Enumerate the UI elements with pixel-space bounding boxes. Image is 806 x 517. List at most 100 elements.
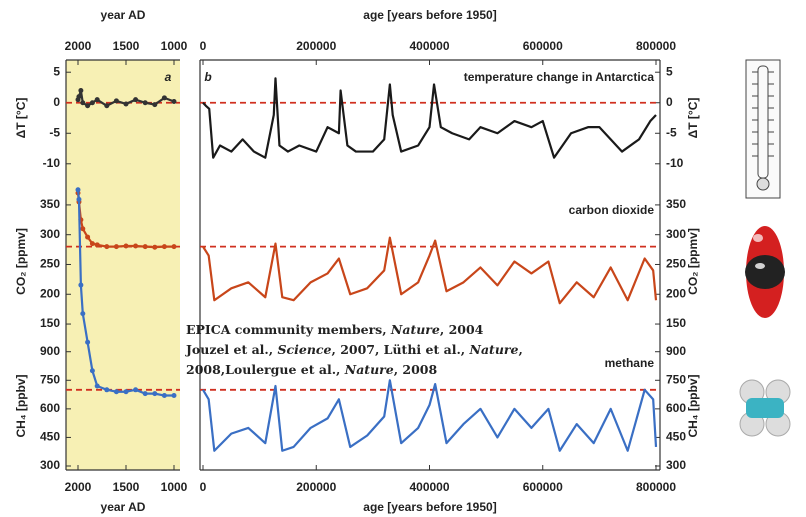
y-tick-label: 5 — [666, 64, 673, 78]
x-axis-title: age [years before 1950] — [363, 500, 496, 514]
data-point — [152, 244, 158, 250]
y-axis-title: ΔT [°C] — [686, 98, 700, 139]
citation-part: , 2007, Lüthi et al., — [331, 342, 469, 357]
y-tick-label: 750 — [666, 372, 686, 386]
citation-part: Nature — [344, 362, 394, 377]
co2-icon — [745, 226, 785, 318]
annotation: methane — [605, 356, 655, 370]
x-axis-title: year AD — [101, 500, 146, 514]
data-point — [78, 282, 84, 288]
x-tick-label: 1500 — [113, 39, 140, 53]
y-tick-label: 450 — [40, 430, 60, 444]
data-point — [161, 244, 167, 250]
data-point — [161, 393, 167, 399]
y-tick-label: 600 — [666, 401, 686, 415]
x-tick-label: 1500 — [113, 480, 140, 494]
y-tick-label: 300 — [40, 227, 60, 241]
data-point — [113, 389, 119, 395]
y-tick-label: -5 — [49, 125, 60, 139]
annotation: temperature change in Antarctica — [464, 70, 655, 84]
citation: EPICA community members, Nature, 2004 — [186, 322, 484, 337]
y-axis-title: CO₂ [ppmv] — [686, 228, 700, 295]
x-tick-label: 800000 — [636, 480, 676, 494]
y-tick-label: 150 — [666, 316, 686, 330]
x-tick-label: 400000 — [409, 39, 449, 53]
x-tick-label: 1000 — [161, 480, 188, 494]
x-tick-label: 200000 — [296, 480, 336, 494]
data-line — [202, 77, 657, 159]
y-tick-label: 0 — [53, 95, 60, 109]
y-tick-label: 350 — [666, 197, 686, 211]
data-point — [76, 94, 82, 100]
data-point — [80, 100, 86, 106]
y-tick-label: 600 — [40, 401, 60, 415]
data-point — [171, 99, 177, 105]
y-tick-label: 250 — [666, 257, 686, 271]
y-tick-label: 300 — [666, 227, 686, 241]
data-point — [133, 387, 139, 393]
data-point — [104, 244, 110, 250]
data-point — [75, 187, 81, 193]
citation-part: Science — [277, 342, 331, 357]
y-tick-label: 750 — [40, 372, 60, 386]
data-point — [76, 196, 82, 202]
x-tick-label: 400000 — [409, 480, 449, 494]
data-point — [113, 98, 119, 104]
y-tick-label: -10 — [666, 156, 684, 170]
y-tick-label: 0 — [666, 95, 673, 109]
data-point — [113, 244, 119, 250]
y-tick-label: 5 — [53, 64, 60, 78]
x-axis-title: year AD — [101, 8, 146, 22]
panel-letter: a — [165, 70, 172, 84]
y-tick-label: -10 — [43, 156, 61, 170]
data-point — [89, 368, 95, 374]
y-tick-label: 250 — [40, 257, 60, 271]
y-tick-label: 200 — [40, 286, 60, 300]
x-tick-label: 2000 — [65, 480, 92, 494]
x-tick-label: 800000 — [636, 39, 676, 53]
y-tick-label: 150 — [40, 316, 60, 330]
data-point — [161, 95, 167, 101]
citation-part: 2008,Loulergue et al., — [186, 362, 345, 377]
data-point — [171, 244, 177, 250]
y-tick-label: 450 — [666, 430, 686, 444]
data-point — [80, 226, 86, 232]
ch4-icon — [739, 379, 791, 437]
data-point — [94, 383, 100, 389]
data-point — [85, 103, 91, 109]
data-point — [94, 97, 100, 103]
data-point — [133, 97, 139, 103]
data-line — [202, 379, 658, 452]
annotation: carbon dioxide — [569, 203, 655, 217]
data-point — [133, 243, 139, 249]
y-tick-label: 350 — [40, 197, 60, 211]
y-axis-title: CO₂ [ppmv] — [14, 228, 28, 295]
data-point — [85, 339, 91, 345]
x-tick-label: 200000 — [296, 39, 336, 53]
y-axis-title: ΔT [°C] — [14, 98, 28, 139]
citation-part: Jouzel et al., — [185, 342, 277, 357]
citation-part: , — [518, 342, 522, 357]
data-point — [171, 393, 177, 399]
data-point — [152, 391, 158, 397]
data-point — [89, 241, 95, 247]
data-point — [78, 88, 84, 94]
x-tick-label: 600000 — [523, 480, 563, 494]
data-point — [142, 100, 148, 106]
data-point — [142, 244, 148, 250]
y-axis-title: CH₄ [ppbv] — [14, 374, 28, 437]
data-point — [123, 243, 129, 249]
citation: Jouzel et al., Science, 2007, Lüthi et a… — [185, 342, 523, 357]
panel-letter: b — [204, 70, 211, 84]
y-tick-label: 300 — [666, 458, 686, 472]
x-tick-label: 600000 — [523, 39, 563, 53]
x-tick-label: 1000 — [161, 39, 188, 53]
citation-part: Nature — [390, 322, 440, 337]
citation: 2008,Loulergue et al., Nature, 2008 — [186, 362, 437, 377]
data-point — [142, 391, 148, 397]
data-point — [80, 311, 86, 317]
data-point — [89, 100, 95, 106]
citation-part: EPICA community members, — [186, 322, 391, 337]
x-tick-label: 0 — [200, 39, 207, 53]
